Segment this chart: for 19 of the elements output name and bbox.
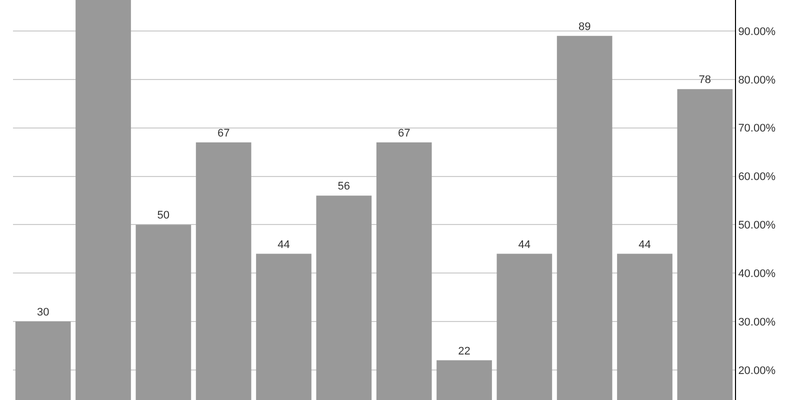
data-label: 67 xyxy=(398,127,410,140)
y-tick-label: 30.00% xyxy=(738,316,776,328)
y-tick-label: 40.00% xyxy=(738,268,776,280)
data-label: 22 xyxy=(458,345,470,358)
data-label: 89 xyxy=(578,20,591,33)
data-label: 67 xyxy=(217,127,230,140)
y-tick-label: 60.00% xyxy=(738,171,776,184)
y-tick-label: 50.00% xyxy=(738,220,776,232)
data-label: 50 xyxy=(157,210,170,222)
y-tick-label: 20.00% xyxy=(738,364,776,377)
data-label: 30 xyxy=(36,306,50,319)
data-label: 78 xyxy=(698,74,712,86)
y-tick-label: 80.00% xyxy=(738,74,776,86)
data-label: 56 xyxy=(338,180,350,193)
data-label: 44 xyxy=(278,238,290,251)
data-label: 44 xyxy=(518,238,531,251)
y-tick-label: 90.00% xyxy=(738,26,776,38)
y-tick-label: 70.00% xyxy=(738,122,776,135)
data-label: 44 xyxy=(638,238,651,251)
